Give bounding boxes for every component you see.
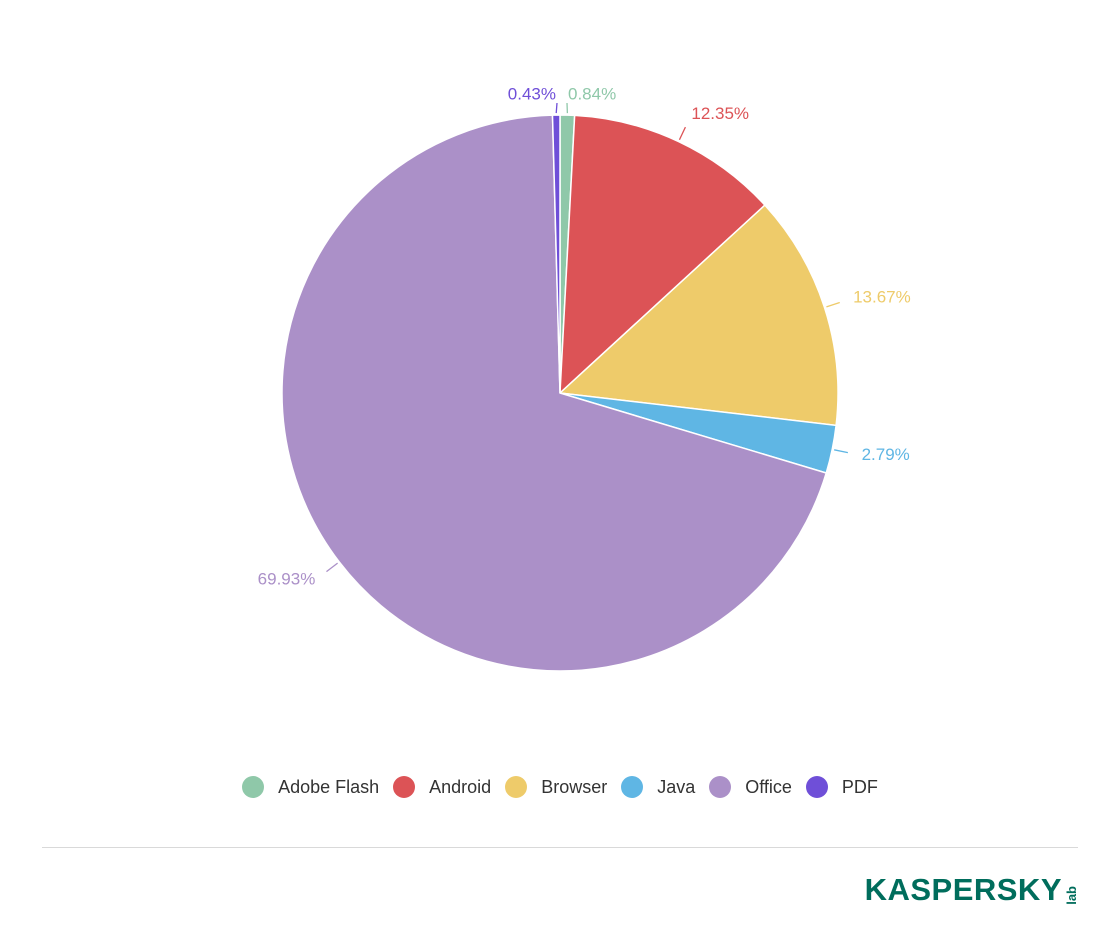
pie-chart: 0.84% 12.35% 13.67% 2.79% 69.93% 0.43% [258,84,911,672]
leader-line [555,102,558,114]
legend-label: PDF [841,776,878,797]
legend-item-pdf[interactable]: PDF [805,776,878,798]
legend: Adobe Flash Android Browser Java Office … [0,776,1120,798]
legend-item-office[interactable]: Office [709,776,792,798]
legend-label: Office [745,776,792,797]
pie-slice-office[interactable] [281,114,828,672]
slice-label-adobe-flash: 0.84% [568,84,616,103]
legend-swatch [709,776,732,798]
legend-label: Adobe Flash [278,776,380,797]
pie-slice-android[interactable] [559,114,766,395]
legend-swatch [242,776,265,798]
legend-label: Java [657,776,696,797]
leader-line [678,126,687,141]
legend-item-java[interactable]: Java [621,776,695,798]
logo-lab: lab [1064,886,1079,905]
legend-item-android[interactable]: Android [393,776,491,798]
slice-label-office: 69.93% [258,570,316,589]
leader-line [826,301,840,308]
pie-slices [281,114,839,672]
slice-label-browser: 13.67% [853,288,911,307]
legend-item-browser[interactable]: Browser [505,776,607,798]
slice-label-java: 2.79% [862,445,910,464]
logo-wordmark: KASPERSKY [864,872,1062,907]
pie-slice-browser[interactable] [558,204,839,427]
legend-label: Android [429,776,492,797]
footer-divider [42,847,1078,848]
legend-swatch [805,776,828,798]
leader-line [326,562,338,573]
legend-swatch [621,776,644,798]
slice-label-pdf: 0.43% [508,84,556,103]
label-leaders [326,102,849,573]
slice-label-android: 12.35% [691,104,749,123]
pie-slice-pdf[interactable] [551,114,561,394]
legend-swatch [393,776,416,798]
legend-label: Browser [541,776,608,797]
legend-swatch [505,776,528,798]
legend-item-adobe-flash[interactable]: Adobe Flash [242,776,379,798]
kaspersky-logo: KASPERSKY lab [864,872,1079,907]
leader-line [834,449,849,454]
slice-labels: 0.84% 12.35% 13.67% 2.79% 69.93% 0.43% [258,84,911,588]
